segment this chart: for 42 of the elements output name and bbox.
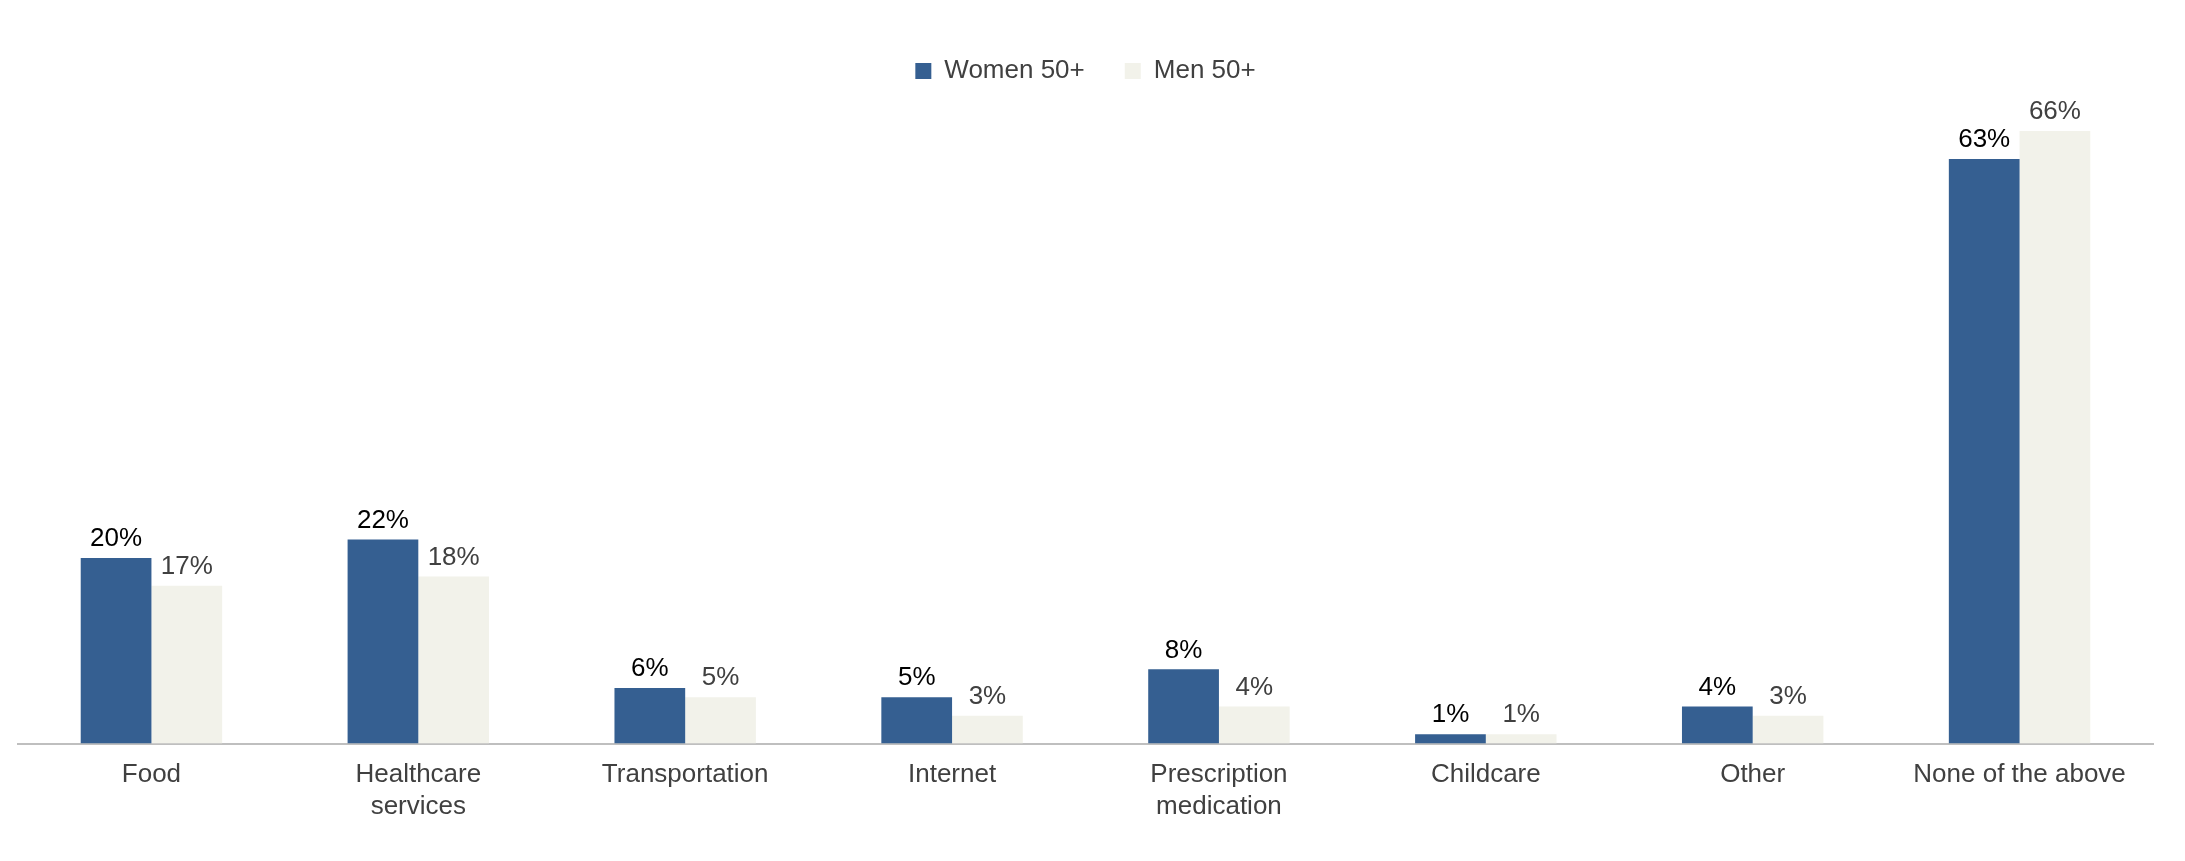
data-label: 8% [1164, 633, 1203, 664]
bar [1948, 158, 2020, 744]
data-label: 5% [701, 661, 740, 692]
bar [2019, 131, 2091, 744]
bar [685, 697, 756, 744]
x-tick-label: Prescription medication [1150, 758, 1288, 820]
bar [151, 585, 223, 744]
x-tick-label: Internet [907, 758, 997, 789]
bar [1218, 706, 1290, 744]
data-label: 1% [1502, 698, 1540, 729]
data-label: 20% [90, 522, 143, 553]
bar [1148, 669, 1219, 744]
bar [1485, 734, 1557, 744]
bar [952, 715, 1023, 744]
x-tick-label: Food [121, 758, 182, 789]
data-label: 3% [968, 679, 1007, 710]
data-label: 3% [1769, 679, 1807, 710]
data-label: 4% [1235, 670, 1274, 701]
x-tick-label: Transportation [601, 758, 769, 789]
data-label: 1% [1431, 698, 1470, 729]
x-tick-label: Healthcare services [355, 758, 482, 820]
bar [80, 558, 152, 744]
bar [881, 697, 953, 744]
bar [1415, 734, 1486, 744]
bar [614, 687, 686, 744]
legend-label: Women 50+ [944, 54, 1085, 85]
data-label: 18% [427, 540, 480, 571]
data-label: 6% [631, 652, 669, 683]
data-label: 63% [1958, 123, 2011, 154]
bar [418, 576, 490, 744]
bar [1681, 706, 1753, 744]
data-label: 22% [356, 503, 409, 534]
bar [1752, 715, 1824, 744]
data-label: 17% [160, 550, 213, 581]
legend-label: Men 50+ [1153, 54, 1256, 85]
x-tick-label: Childcare [1430, 758, 1541, 789]
x-tick-label: Other [1720, 758, 1786, 789]
data-label: 4% [1698, 670, 1737, 701]
data-label: 66% [2028, 95, 2081, 126]
bar [347, 539, 419, 744]
x-tick-label: None of the above [1913, 758, 2126, 789]
data-label: 5% [897, 661, 936, 692]
